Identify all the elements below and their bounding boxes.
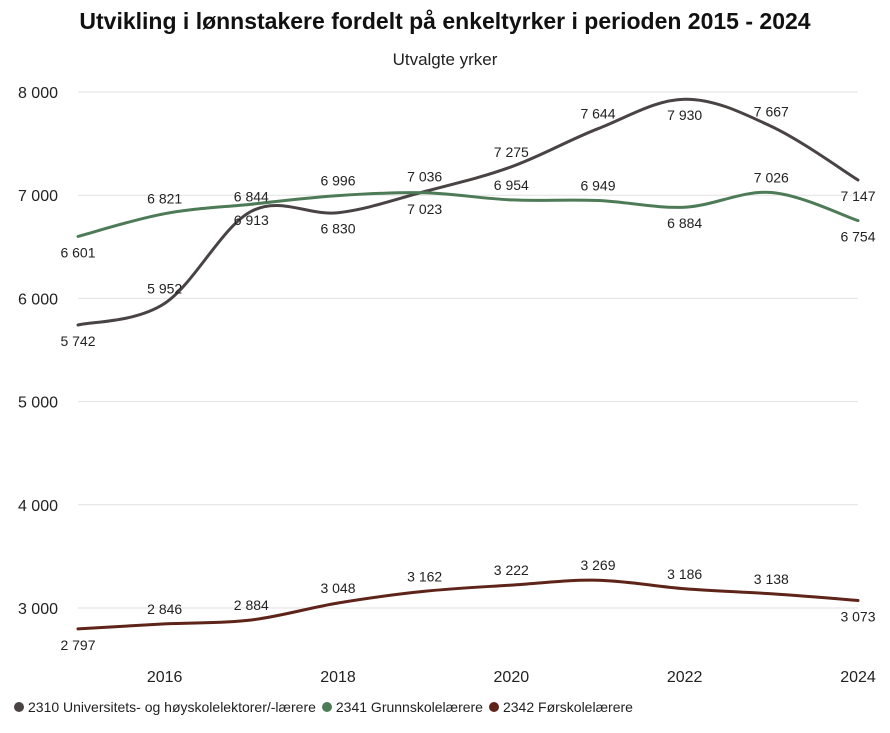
legend-marker-icon <box>488 702 499 712</box>
series-line-forskole <box>76 578 860 631</box>
y-tick-label: 8 000 <box>18 85 58 102</box>
y-tick-label: 4 000 <box>18 498 58 515</box>
data-label: 2 846 <box>147 601 182 617</box>
data-label: 6 949 <box>580 177 615 193</box>
data-label: 7 147 <box>840 188 875 204</box>
data-label: 6 754 <box>840 229 875 245</box>
data-label: 3 048 <box>320 580 355 596</box>
series-line-universitets <box>76 97 860 327</box>
data-label: 2 797 <box>60 637 95 653</box>
data-label: 6 913 <box>234 212 269 228</box>
data-label: 2 884 <box>234 597 269 613</box>
data-label: 6 821 <box>147 191 182 207</box>
legend-marker-icon <box>321 702 332 712</box>
legend-marker-icon <box>14 702 24 712</box>
data-label: 6 884 <box>667 215 702 231</box>
data-label: 6 996 <box>320 173 355 189</box>
data-label: 3 162 <box>407 568 442 584</box>
data-label: 3 138 <box>754 571 789 587</box>
data-label: 7 026 <box>754 170 789 186</box>
y-tick-label: 5 000 <box>18 395 58 412</box>
data-label: 7 036 <box>407 168 442 184</box>
data-label: 3 186 <box>667 566 702 582</box>
y-tick-label: 3 000 <box>18 601 58 618</box>
legend-entry-forskole[interactable]: 2342 Førskolelærere <box>488 699 633 715</box>
data-label: 7 275 <box>494 144 529 160</box>
x-tick-label: 2016 <box>147 669 183 686</box>
data-label: 7 644 <box>580 106 615 122</box>
x-tick-label: 2020 <box>494 669 530 686</box>
gridlines <box>78 91 858 609</box>
data-label: 6 830 <box>320 221 355 237</box>
legend-label: 2342 Førskolelærere <box>502 699 633 715</box>
y-tick-label: 7 000 <box>18 188 58 205</box>
data-label: 5 742 <box>60 333 95 349</box>
y-axis-ticks: 3 000 4 000 5 000 6 000 7 000 8 000 <box>18 85 58 618</box>
data-label: 3 222 <box>494 562 529 578</box>
data-label: 5 952 <box>147 280 182 296</box>
series-lines <box>76 97 860 631</box>
x-tick-label: 2018 <box>320 669 356 686</box>
data-label: 3 073 <box>840 608 875 624</box>
x-axis-ticks: 2016 2018 2020 2022 2024 <box>147 669 876 686</box>
chart-subtitle: Utvalgte yrker <box>392 50 498 69</box>
data-label: 6 844 <box>234 188 269 204</box>
data-labels: 5 742 5 952 6 844 6 830 7 036 7 275 7 644 7 930… <box>60 103 875 653</box>
data-label: 7 023 <box>407 201 442 217</box>
chart-title: Utvikling i lønnstakere fordelt på enkel… <box>79 8 811 34</box>
x-tick-label: 2022 <box>667 669 703 686</box>
legend-label: 2341 Grunnskolelærere <box>335 699 483 715</box>
data-label: 7 667 <box>754 103 789 119</box>
y-tick-label: 6 000 <box>18 291 58 308</box>
data-label: 6 954 <box>494 177 529 193</box>
legend-label: 2310 Universitets- og høyskolelektorer/-… <box>28 699 316 715</box>
legend-entry-grunnskole[interactable]: 2341 Grunnskolelærere <box>321 699 483 715</box>
legend: 2310 Universitets- og høyskolelektorer/-… <box>14 699 639 715</box>
legend-entry-universitets[interactable]: 2310 Universitets- og høyskolelektorer/-… <box>14 699 316 715</box>
data-label: 7 930 <box>667 107 702 123</box>
series-line-grunnskole <box>76 190 860 238</box>
data-label: 6 601 <box>60 244 95 260</box>
data-label: 3 269 <box>580 557 615 573</box>
x-tick-label: 2024 <box>840 669 876 686</box>
